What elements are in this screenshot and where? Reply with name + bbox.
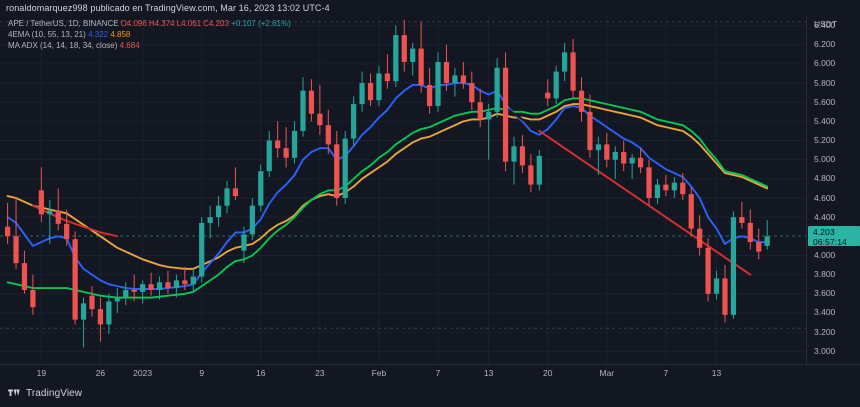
bar-countdown: 06:57:14 (813, 237, 847, 248)
time-tick: 23 (315, 368, 325, 378)
time-tick: 16 (256, 368, 266, 378)
price-tick: 5.600 (814, 96, 836, 107)
current-price-value: 4.203 (813, 227, 835, 238)
price-tick: 5.000 (814, 154, 836, 165)
price-tick: 6.200 (814, 39, 836, 50)
price-tick: 4.600 (814, 192, 836, 203)
price-tick: 6.400 (814, 20, 836, 31)
price-tick: 3.600 (814, 288, 836, 299)
time-axis[interactable]: 19 26 2023 9 16 23 Feb 7 13 20 Mar 7 13 (0, 364, 860, 380)
candlestick-chart (0, 16, 806, 380)
price-tick: 3.800 (814, 269, 836, 280)
price-tick: 4.400 (814, 211, 836, 222)
price-tick: 5.200 (814, 135, 836, 146)
footer-brand: TradingView (26, 388, 83, 399)
price-axis-unit: USDT (814, 19, 838, 29)
chart-pane[interactable] (0, 16, 806, 380)
time-tick: 19 (36, 368, 47, 378)
price-axis[interactable]: USDT 6.400 6.200 6.000 5.800 5.600 5.400 5.200 5… (806, 16, 860, 380)
price-tick: 3.000 (814, 345, 836, 356)
time-tick: 7 (663, 368, 669, 378)
time-tick: 20 (543, 368, 553, 378)
time-tick: 9 (199, 368, 205, 378)
time-tick: 13 (711, 368, 722, 378)
price-tick: 3.200 (814, 326, 836, 337)
time-tick: Feb (371, 368, 387, 378)
price-tick: 4.000 (814, 249, 836, 260)
price-tick: 5.400 (814, 115, 836, 126)
time-tick: 13 (483, 368, 494, 378)
time-tick: 26 (95, 368, 106, 378)
price-tick: 4.800 (814, 173, 836, 184)
price-tick: 6.000 (814, 58, 836, 69)
time-tick: 2023 (133, 368, 153, 378)
price-tick: 3.400 (814, 307, 836, 318)
current-price-badge[interactable]: 4.203 06:57:14 (808, 226, 860, 248)
time-tick: 7 (435, 368, 441, 378)
tradingview-logo-icon (8, 389, 20, 397)
attribution-text: ronaldomarquez998 publicado en TradingVi… (0, 0, 860, 16)
price-tick: 5.800 (814, 77, 836, 88)
time-tick: Mar (599, 368, 615, 378)
footer-bar: TradingView (0, 380, 860, 407)
